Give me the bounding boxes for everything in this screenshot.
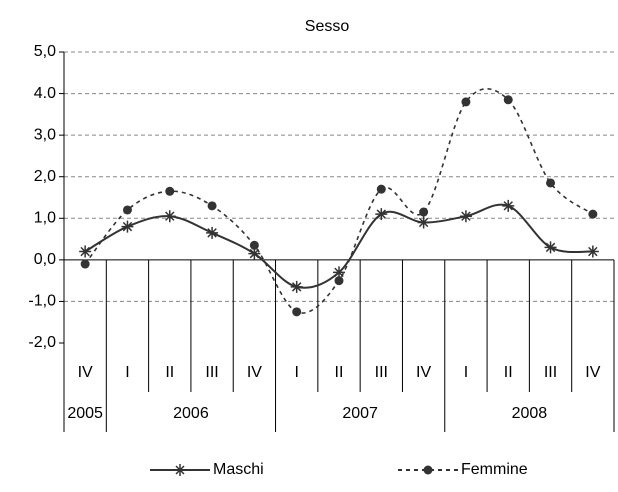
point	[376, 184, 386, 194]
point	[248, 247, 261, 260]
point	[163, 210, 176, 223]
x-tick-label: II	[504, 364, 513, 381]
y-tick-label: 0,0	[34, 251, 56, 268]
x-tick-label: II	[335, 364, 344, 381]
x-tick-label: III	[375, 364, 388, 381]
y-tick-label: 1,0	[34, 210, 56, 227]
chart-title: Sesso	[305, 18, 350, 35]
point	[503, 95, 513, 105]
legend-marker	[423, 465, 433, 475]
legend-label: Maschi	[213, 461, 264, 478]
x-tick-label: IV	[78, 364, 93, 381]
point	[546, 178, 556, 188]
y-tick-label: -1,0	[28, 293, 56, 310]
point	[206, 226, 219, 239]
y-tick-label: -2,0	[28, 334, 56, 351]
x-tick-label: II	[165, 364, 174, 381]
point	[165, 186, 175, 196]
point	[79, 245, 92, 258]
point	[588, 209, 598, 219]
point	[544, 241, 557, 254]
x-tick-label: I	[294, 364, 298, 381]
point	[80, 259, 90, 269]
x-tick-label: IV	[247, 364, 262, 381]
point	[122, 205, 132, 215]
point	[121, 220, 134, 233]
x-tick-label: III	[544, 364, 557, 381]
x-group-label: 2006	[173, 405, 209, 422]
y-tick-label: 3,0	[34, 126, 56, 143]
legend-label: Femmine	[461, 461, 528, 478]
x-tick-label: III	[205, 364, 218, 381]
point	[333, 266, 345, 279]
point	[290, 280, 303, 293]
point	[249, 240, 259, 250]
point	[459, 210, 472, 223]
y-tick-label: 4.0	[34, 85, 56, 102]
x-tick-label: I	[464, 364, 468, 381]
x-group-label: 2008	[512, 405, 548, 422]
point	[207, 201, 217, 211]
y-tick-label: 2,0	[34, 168, 56, 185]
point	[334, 276, 344, 286]
x-group-label: 2005	[67, 405, 103, 422]
x-tick-label: IV	[585, 364, 600, 381]
point	[417, 216, 430, 229]
point	[502, 199, 515, 212]
point	[375, 208, 388, 221]
y-tick-label: 5,0	[34, 43, 56, 60]
x-group-label: 2007	[342, 405, 378, 422]
x-tick-label: I	[125, 364, 129, 381]
point	[419, 207, 429, 217]
point	[586, 245, 599, 258]
x-tick-label: IV	[416, 364, 431, 381]
point	[461, 97, 471, 107]
legend-marker	[174, 464, 186, 476]
point	[292, 307, 302, 317]
